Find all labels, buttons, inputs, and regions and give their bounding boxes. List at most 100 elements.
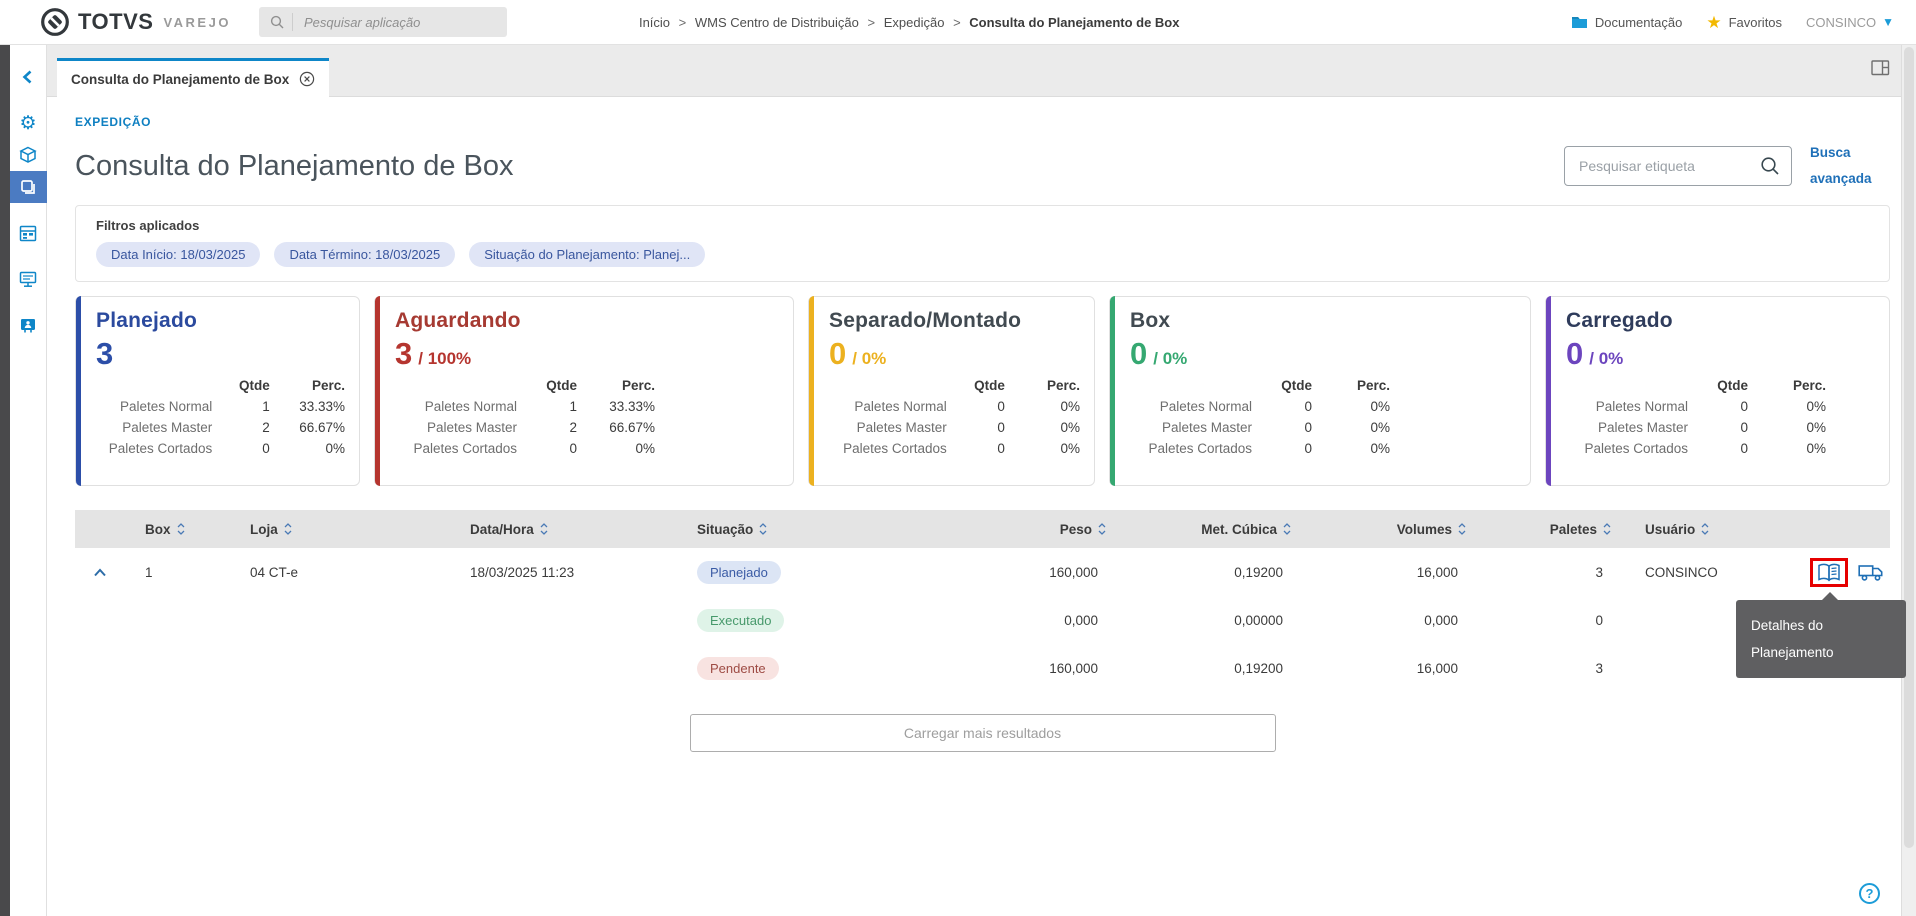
- card-title: Separado/Montado: [829, 309, 1022, 332]
- breadcrumb-item[interactable]: Expedição: [883, 14, 945, 30]
- sidebar: ⚙: [9, 45, 47, 916]
- breadcrumb-separator: >: [678, 14, 687, 30]
- column-header-box[interactable]: Box: [125, 522, 235, 537]
- sidebar-item-grid[interactable]: [10, 217, 47, 249]
- column-header-peso[interactable]: Peso: [900, 522, 1110, 537]
- sidebar-item-products[interactable]: [10, 139, 47, 171]
- totvs-logo: TOTVS VAREJO: [40, 7, 231, 37]
- sort-icon[interactable]: [284, 522, 292, 536]
- applied-filters-panel: Filtros aplicados Data Início: 18/03/202…: [75, 205, 1890, 282]
- sort-icon[interactable]: [1098, 522, 1106, 536]
- card-title: Planejado: [96, 309, 197, 332]
- breadcrumb: Início > WMS Centro de Distribuição > Ex…: [639, 15, 1180, 30]
- favorites-link[interactable]: ★ Favoritos: [1706, 14, 1782, 31]
- truck-icon: [1858, 565, 1883, 581]
- filters-label: Filtros aplicados: [96, 218, 200, 233]
- scrollbar-thumb[interactable]: [1904, 47, 1914, 849]
- card-breakdown: Qtde Perc. Paletes Normal 1 33.33% Paletes …: [108, 378, 345, 456]
- tooltip-detalhes-planejamento: Detalhes do Planejamento: [1736, 591, 1906, 678]
- workspace: Consulta do Planejamento de Box EXPEDIÇÃ…: [47, 45, 1916, 916]
- sidebar-collapse-button[interactable]: [10, 61, 47, 93]
- column-header-usuario[interactable]: Usuário: [1615, 522, 1750, 537]
- sidebar-item-monitor[interactable]: [10, 263, 47, 295]
- favorites-label: Favoritos: [1728, 14, 1783, 30]
- sort-icon[interactable]: [1283, 522, 1291, 536]
- card-title: Aguardando: [395, 309, 521, 332]
- left-rail: [0, 45, 10, 916]
- folder-icon: [1571, 17, 1587, 28]
- card-carregado: Carregado 0/ 0% Qtde Perc. Paletes Normal…: [1545, 296, 1890, 486]
- card-breakdown: Qtde Perc. Paletes Normal 0 0% Paletes Mast…: [843, 378, 1080, 456]
- sort-icon[interactable]: [177, 522, 185, 536]
- open-book-icon: [1818, 563, 1840, 581]
- brand-segment: VAREJO: [163, 14, 231, 30]
- sort-icon[interactable]: [1603, 522, 1611, 536]
- column-header-volumes[interactable]: Volumes: [1295, 522, 1470, 537]
- card-planejado: Planejado 3 Qtde Perc. Paletes Normal 1 33.…: [75, 296, 360, 486]
- card-breakdown: Qtde Perc. Paletes Normal 0 0% Paletes Mast…: [1148, 378, 1390, 456]
- column-header-datahora[interactable]: Data/Hora: [455, 522, 685, 537]
- user-menu[interactable]: CONSINCO ▼: [1806, 15, 1894, 30]
- card-title: Box: [1130, 309, 1171, 332]
- column-header-met-cubica[interactable]: Met. Cúbica: [1110, 522, 1295, 537]
- chevron-left-icon: [22, 70, 32, 84]
- search-icon[interactable]: [1759, 155, 1781, 177]
- divider: [291, 13, 293, 31]
- card-box: Box 0/ 0% Qtde Perc. Paletes Normal 0 0% Pa…: [1109, 296, 1531, 486]
- breadcrumb-separator: >: [867, 14, 876, 30]
- sort-icon[interactable]: [759, 522, 767, 536]
- sidebar-item-settings[interactable]: ⚙: [10, 107, 47, 139]
- column-header-paletes[interactable]: Paletes: [1470, 522, 1615, 537]
- sidebar-item-box-planning[interactable]: [9, 171, 47, 203]
- tab-strip: Consulta do Planejamento de Box: [47, 45, 1916, 97]
- card-count: 0/ 0%: [829, 336, 887, 371]
- card-count: 0/ 0%: [1130, 336, 1188, 371]
- column-header-situacao[interactable]: Situação: [685, 522, 900, 537]
- breadcrumb-item[interactable]: WMS Centro de Distribuição: [694, 14, 859, 30]
- table-subrow-executado: Executado 0,000 0,00000 0,000 0: [75, 596, 1890, 644]
- workspace-panels-icon: [1871, 60, 1890, 76]
- page-title: Consulta do Planejamento de Box: [75, 149, 514, 182]
- box-planning-icon: [21, 180, 35, 194]
- sort-icon[interactable]: [1701, 522, 1709, 536]
- load-more-button[interactable]: Carregar mais resultados: [689, 714, 1276, 752]
- tag-search-box[interactable]: [1564, 146, 1792, 186]
- vertical-scrollbar[interactable]: [1901, 45, 1916, 916]
- sort-icon[interactable]: [1458, 522, 1466, 536]
- help-icon[interactable]: ?: [1859, 883, 1880, 904]
- chevron-down-icon: ▼: [1882, 15, 1894, 29]
- cell-volumes: 0,000: [1424, 612, 1458, 628]
- planning-details-button[interactable]: [1810, 557, 1848, 587]
- cell-peso: 160,000: [1049, 660, 1098, 676]
- top-bar: TOTVS VAREJO Início > WMS Centro de Dist…: [0, 0, 1916, 45]
- documentation-label: Documentação: [1594, 14, 1683, 30]
- workspace-panels-button[interactable]: [1871, 60, 1890, 81]
- cell-cubica: 0,00000: [1234, 612, 1283, 628]
- results-table: Box Loja Data/Hora Situação: [75, 510, 1906, 692]
- sort-icon[interactable]: [540, 522, 548, 536]
- cell-volumes: 16,000: [1416, 564, 1458, 580]
- tab-close-icon[interactable]: [299, 71, 315, 87]
- topbar-right: Documentação ★ Favoritos CONSINCO ▼: [1547, 14, 1894, 31]
- row-actions: Detalhes do Planejamento: [1736, 557, 1906, 678]
- module-label: EXPEDIÇÃO: [75, 115, 152, 129]
- column-header-loja[interactable]: Loja: [235, 522, 455, 537]
- breadcrumb-item[interactable]: Início: [638, 14, 671, 30]
- cell-paletes: 0: [1595, 612, 1603, 628]
- tag-search-input[interactable]: [1577, 157, 1759, 175]
- monitor-icon: [19, 271, 37, 287]
- truck-loading-button[interactable]: [1858, 562, 1884, 582]
- app-search-input[interactable]: [301, 13, 497, 31]
- app-search-box[interactable]: [258, 7, 507, 37]
- filter-chip: Data Término: 18/03/2025: [274, 242, 456, 267]
- advanced-search-link[interactable]: Busca avançada: [1810, 145, 1872, 186]
- card-breakdown: Qtde Perc. Paletes Normal 0 0% Paletes Mast…: [1584, 378, 1826, 456]
- row-expander[interactable]: [75, 568, 125, 577]
- tab-consulta-planejamento[interactable]: Consulta do Planejamento de Box: [57, 58, 330, 97]
- status-badge: Pendente: [697, 656, 779, 680]
- documentation-link[interactable]: Documentação: [1571, 15, 1682, 30]
- sidebar-item-kiosk[interactable]: [10, 309, 47, 341]
- tooltip-line: Planejamento: [1751, 644, 1834, 660]
- breadcrumb-current: Consulta do Planejamento de Box: [969, 14, 1180, 30]
- user-name: CONSINCO: [1806, 14, 1877, 30]
